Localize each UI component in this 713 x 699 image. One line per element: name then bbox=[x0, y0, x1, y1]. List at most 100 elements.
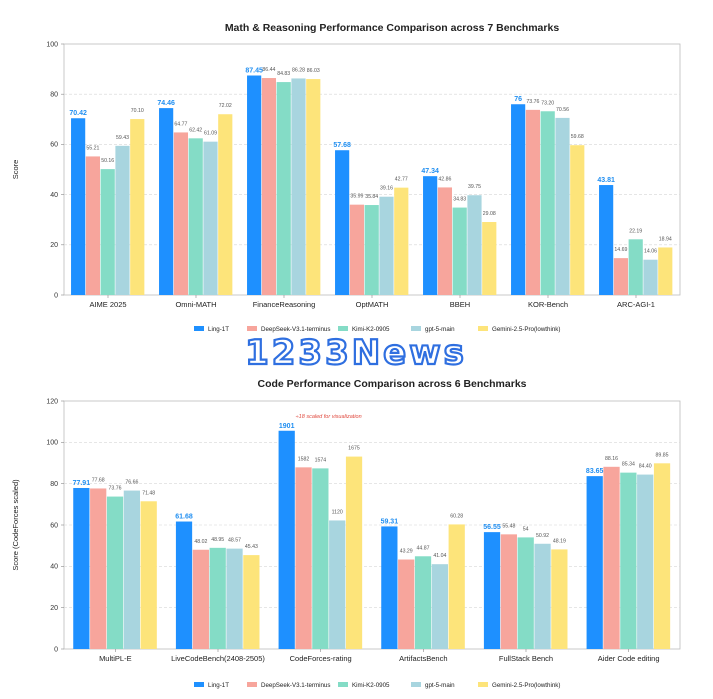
data-label: 54 bbox=[523, 526, 529, 532]
bar-Kimi-K2-0905 bbox=[312, 468, 329, 649]
bar-Gemini-2.5-Pro(lowthink) bbox=[394, 187, 409, 295]
legend-label: gpt-5-main bbox=[425, 682, 455, 689]
y-tick-label: 100 bbox=[46, 41, 58, 48]
y-tick-label: 60 bbox=[50, 522, 58, 529]
data-label: 73.76 bbox=[526, 99, 539, 105]
bar-Gemini-2.5-Pro(lowthink) bbox=[130, 119, 145, 295]
x-tick-label: BBEH bbox=[450, 300, 470, 309]
data-label: 39.75 bbox=[468, 184, 481, 190]
data-label: 45.43 bbox=[245, 544, 258, 550]
bar-Kimi-K2-0905 bbox=[452, 207, 467, 295]
x-tick-label: FinanceReasoning bbox=[253, 300, 316, 309]
data-label: 14.06 bbox=[644, 249, 657, 255]
data-label: 14.69 bbox=[614, 247, 627, 253]
bar-DeepSeek-V3.1-terminus bbox=[173, 132, 189, 295]
data-label: 1901 bbox=[279, 423, 295, 430]
chart-title: Code Performance Comparison across 6 Ben… bbox=[257, 378, 526, 390]
y-tick-label: 80 bbox=[50, 481, 58, 488]
x-tick-label: ArtifactsBench bbox=[399, 654, 447, 663]
bar-gpt-5-main bbox=[637, 474, 654, 649]
data-label: 39.16 bbox=[380, 186, 393, 192]
data-label: 74.46 bbox=[157, 100, 175, 107]
data-label: 18.94 bbox=[659, 236, 672, 242]
bar-Ling-1T bbox=[278, 430, 295, 649]
data-label: 22.19 bbox=[629, 228, 642, 234]
data-label: 55.21 bbox=[86, 145, 99, 151]
x-tick-label: KOR-Bench bbox=[528, 300, 568, 309]
bar-DeepSeek-V3.1-terminus bbox=[525, 109, 541, 295]
data-label: 87.45 bbox=[245, 68, 263, 75]
data-label: 84.40 bbox=[639, 464, 652, 470]
bar-DeepSeek-V3.1-terminus bbox=[192, 549, 209, 649]
bar-gpt-5-main bbox=[115, 145, 130, 295]
bar-Gemini-2.5-Pro(lowthink) bbox=[218, 114, 233, 295]
bar-Ling-1T bbox=[71, 118, 86, 296]
bar-gpt-5-main bbox=[329, 520, 346, 649]
bar-gpt-5-main bbox=[379, 196, 394, 295]
data-label: 1582 bbox=[298, 456, 310, 462]
bar-DeepSeek-V3.1-terminus bbox=[603, 466, 620, 649]
bar-DeepSeek-V3.1-terminus bbox=[90, 488, 107, 649]
legend-swatch bbox=[194, 326, 204, 331]
data-label: 35.84 bbox=[365, 194, 378, 200]
bar-Kimi-K2-0905 bbox=[628, 239, 643, 295]
data-label: 70.10 bbox=[131, 108, 144, 114]
bar-Kimi-K2-0905 bbox=[517, 537, 534, 649]
chart-title: Math & Reasoning Performance Comparison … bbox=[225, 22, 560, 34]
legend-swatch bbox=[247, 326, 257, 331]
data-label: 42.86 bbox=[438, 176, 451, 182]
data-label: 88.16 bbox=[605, 456, 618, 462]
x-tick-label: AIME 2025 bbox=[89, 300, 126, 309]
bar-Ling-1T bbox=[586, 476, 603, 649]
bar-Gemini-2.5-Pro(lowthink) bbox=[140, 501, 157, 649]
x-tick-label: OptMATH bbox=[356, 300, 389, 309]
bar-gpt-5-main bbox=[467, 195, 482, 295]
y-tick-label: 40 bbox=[50, 192, 58, 199]
y-tick-label: 20 bbox=[50, 242, 58, 249]
x-tick-label: LiveCodeBench(2408-2505) bbox=[171, 654, 265, 663]
data-label: 50.92 bbox=[536, 533, 549, 539]
data-label: 50.16 bbox=[101, 158, 114, 164]
bar-Kimi-K2-0905 bbox=[276, 82, 291, 296]
bar-Gemini-2.5-Pro(lowthink) bbox=[448, 524, 465, 649]
legend-swatch bbox=[411, 326, 421, 331]
bar-Ling-1T bbox=[175, 521, 193, 649]
data-label: 48.19 bbox=[553, 538, 566, 544]
data-label: 86.28 bbox=[292, 67, 305, 73]
x-tick-label: MultiPL-E bbox=[99, 654, 132, 663]
bar-DeepSeek-V3.1-terminus bbox=[85, 156, 101, 295]
data-label: 56.55 bbox=[483, 524, 501, 531]
bar-Gemini-2.5-Pro(lowthink) bbox=[482, 222, 497, 295]
y-tick-label: 20 bbox=[50, 605, 58, 612]
x-tick-label: Aider Code editing bbox=[598, 654, 660, 663]
bar-DeepSeek-V3.1-terminus bbox=[500, 534, 517, 649]
legend-label: Ling-1T bbox=[208, 326, 229, 333]
data-label: 59.31 bbox=[381, 518, 399, 525]
bar-gpt-5-main bbox=[123, 490, 140, 649]
data-label: 70.42 bbox=[69, 110, 87, 117]
bar-Kimi-K2-0905 bbox=[188, 138, 203, 295]
data-label: 44.87 bbox=[417, 545, 430, 551]
legend-label: gpt-5-main bbox=[425, 326, 455, 333]
data-label: 73.76 bbox=[109, 486, 122, 492]
data-label: 29.08 bbox=[483, 211, 496, 217]
bar-gpt-5-main bbox=[431, 564, 448, 649]
y-tick-label: 0 bbox=[54, 646, 58, 653]
data-label: 41.04 bbox=[433, 553, 446, 559]
watermark-logo: 1233News bbox=[245, 333, 467, 373]
legend-swatch bbox=[338, 326, 348, 331]
y-tick-label: 40 bbox=[50, 564, 58, 571]
legend-label: DeepSeek-V3.1-terminus bbox=[261, 326, 330, 333]
bar-gpt-5-main bbox=[291, 78, 306, 296]
y-tick-label: 80 bbox=[50, 92, 58, 99]
bar-Kimi-K2-0905 bbox=[414, 556, 432, 649]
y-tick-label: 60 bbox=[50, 142, 58, 149]
bar-Gemini-2.5-Pro(lowthink) bbox=[306, 79, 321, 295]
legend-swatch bbox=[338, 682, 348, 687]
bar-Gemini-2.5-Pro(lowthink) bbox=[653, 463, 671, 649]
bar-Kimi-K2-0905 bbox=[209, 547, 226, 649]
chart-2: Code Performance Comparison across 6 Ben… bbox=[11, 378, 681, 689]
bar-Ling-1T bbox=[73, 487, 90, 649]
bar-Gemini-2.5-Pro(lowthink) bbox=[243, 555, 260, 649]
